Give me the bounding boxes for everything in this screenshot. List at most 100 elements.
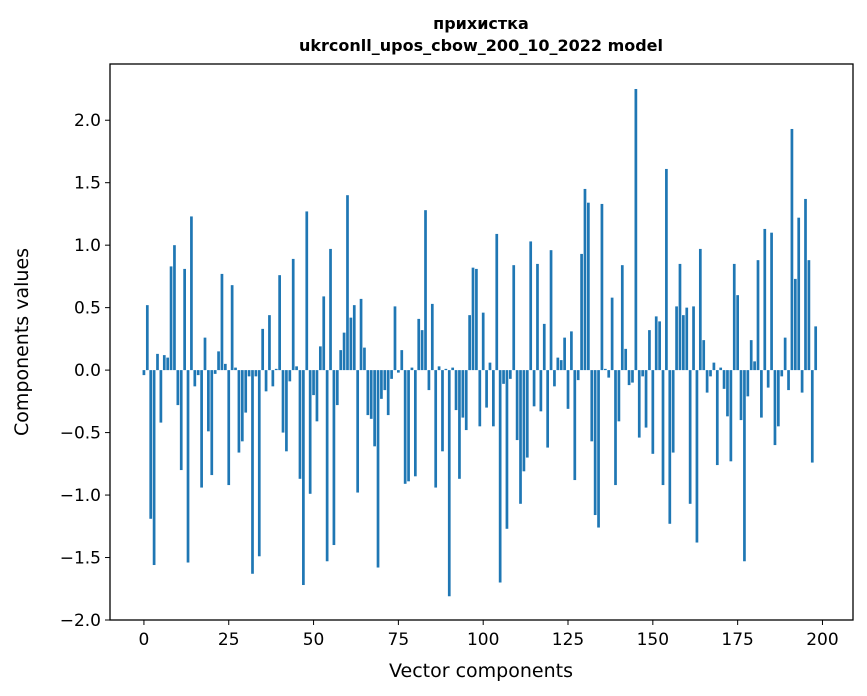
bar-140 <box>617 370 621 422</box>
x-tick-label: 100 <box>467 630 499 650</box>
bar-170 <box>719 367 723 371</box>
bar-105 <box>498 370 502 583</box>
bar-109 <box>512 265 516 371</box>
y-tick-label: 1.5 <box>74 174 101 194</box>
bar-27 <box>234 367 237 371</box>
bar-118 <box>542 323 546 371</box>
bar-52 <box>318 346 322 371</box>
bar-160 <box>685 307 689 371</box>
bar-28 <box>237 370 241 453</box>
x-tick-label: 25 <box>218 630 240 650</box>
bar-1 <box>145 305 149 371</box>
bar-188 <box>780 370 784 377</box>
bar-147 <box>641 370 645 377</box>
y-tick-label: −1.0 <box>60 486 101 506</box>
bar-37 <box>268 315 271 371</box>
bar-69 <box>376 370 380 568</box>
bar-192 <box>793 278 797 371</box>
bar-178 <box>746 370 750 397</box>
bar-18 <box>203 337 207 371</box>
bar-154 <box>665 168 668 371</box>
bar-189 <box>783 337 787 371</box>
bar-84 <box>427 370 431 391</box>
bar-88 <box>441 370 444 452</box>
bar-39 <box>274 368 278 371</box>
bar-81 <box>417 318 421 371</box>
bar-115 <box>532 370 536 407</box>
y-tick-label: −2.0 <box>60 611 101 631</box>
bar-135 <box>600 203 604 371</box>
bar-197 <box>810 370 814 463</box>
bar-196 <box>807 260 811 371</box>
bar-104 <box>495 233 499 371</box>
bar-53 <box>322 296 326 371</box>
x-tick-label: 175 <box>721 630 753 650</box>
bar-107 <box>505 370 509 529</box>
bar-127 <box>573 370 577 481</box>
bar-129 <box>580 253 583 371</box>
bar-122 <box>556 357 560 371</box>
bar-167 <box>709 370 712 377</box>
bar-8 <box>169 266 173 371</box>
bar-181 <box>756 260 760 371</box>
bar-113 <box>525 370 529 458</box>
bar-164 <box>698 248 702 371</box>
bar-169 <box>715 370 719 466</box>
bar-126 <box>570 331 573 371</box>
bar-40 <box>278 275 281 371</box>
bar-180 <box>753 361 756 371</box>
bar-144 <box>631 370 634 383</box>
bar-138 <box>610 297 614 371</box>
bar-114 <box>529 241 533 371</box>
bar-62 <box>352 305 356 371</box>
bar-155 <box>668 370 672 524</box>
bar-158 <box>678 263 682 371</box>
chart-title-line2: ukrconll_upos_cbow_200_10_2022 model <box>299 36 663 55</box>
bar-20 <box>210 370 214 476</box>
bar-152 <box>658 321 661 371</box>
bar-32 <box>251 370 254 574</box>
bar-143 <box>627 370 631 386</box>
bar-175 <box>736 295 739 371</box>
bar-70 <box>380 370 383 399</box>
bar-73 <box>390 370 393 379</box>
bar-177 <box>743 370 746 562</box>
y-tick-label: 0.5 <box>74 299 101 319</box>
bar-90 <box>447 370 451 597</box>
bar-185 <box>770 232 773 371</box>
x-tick-label: 150 <box>637 630 669 650</box>
bar-43 <box>288 370 292 382</box>
bar-9 <box>173 245 176 371</box>
bar-82 <box>420 330 424 371</box>
bar-47 <box>302 370 305 586</box>
bar-94 <box>461 370 465 418</box>
bar-198 <box>814 326 818 371</box>
bar-102 <box>488 362 492 371</box>
bar-179 <box>749 340 753 371</box>
bar-99 <box>478 370 482 427</box>
bar-132 <box>590 370 594 442</box>
bar-163 <box>695 370 699 543</box>
bar-86 <box>434 370 438 488</box>
x-axis-ticks: 0 25 50 75 100 125 150 175 200 <box>139 620 839 650</box>
bar-22 <box>217 351 220 371</box>
bar-162 <box>692 306 695 371</box>
bar-17 <box>200 370 203 488</box>
bar-60 <box>346 195 349 371</box>
bar-166 <box>705 370 709 393</box>
bar-89 <box>444 368 448 371</box>
bar-78 <box>407 370 410 482</box>
x-tick-label: 200 <box>806 630 838 650</box>
bar-142 <box>624 348 628 371</box>
bar-168 <box>712 362 716 371</box>
chart-title-line1: прихистка <box>433 14 529 33</box>
bar-79 <box>410 367 414 371</box>
y-tick-label: 1.0 <box>74 236 101 256</box>
y-tick-label: −0.5 <box>60 424 101 444</box>
bar-108 <box>508 370 512 379</box>
bar-195 <box>804 198 807 371</box>
bar-112 <box>522 370 526 472</box>
bar-171 <box>722 370 726 389</box>
bar-93 <box>458 370 461 479</box>
